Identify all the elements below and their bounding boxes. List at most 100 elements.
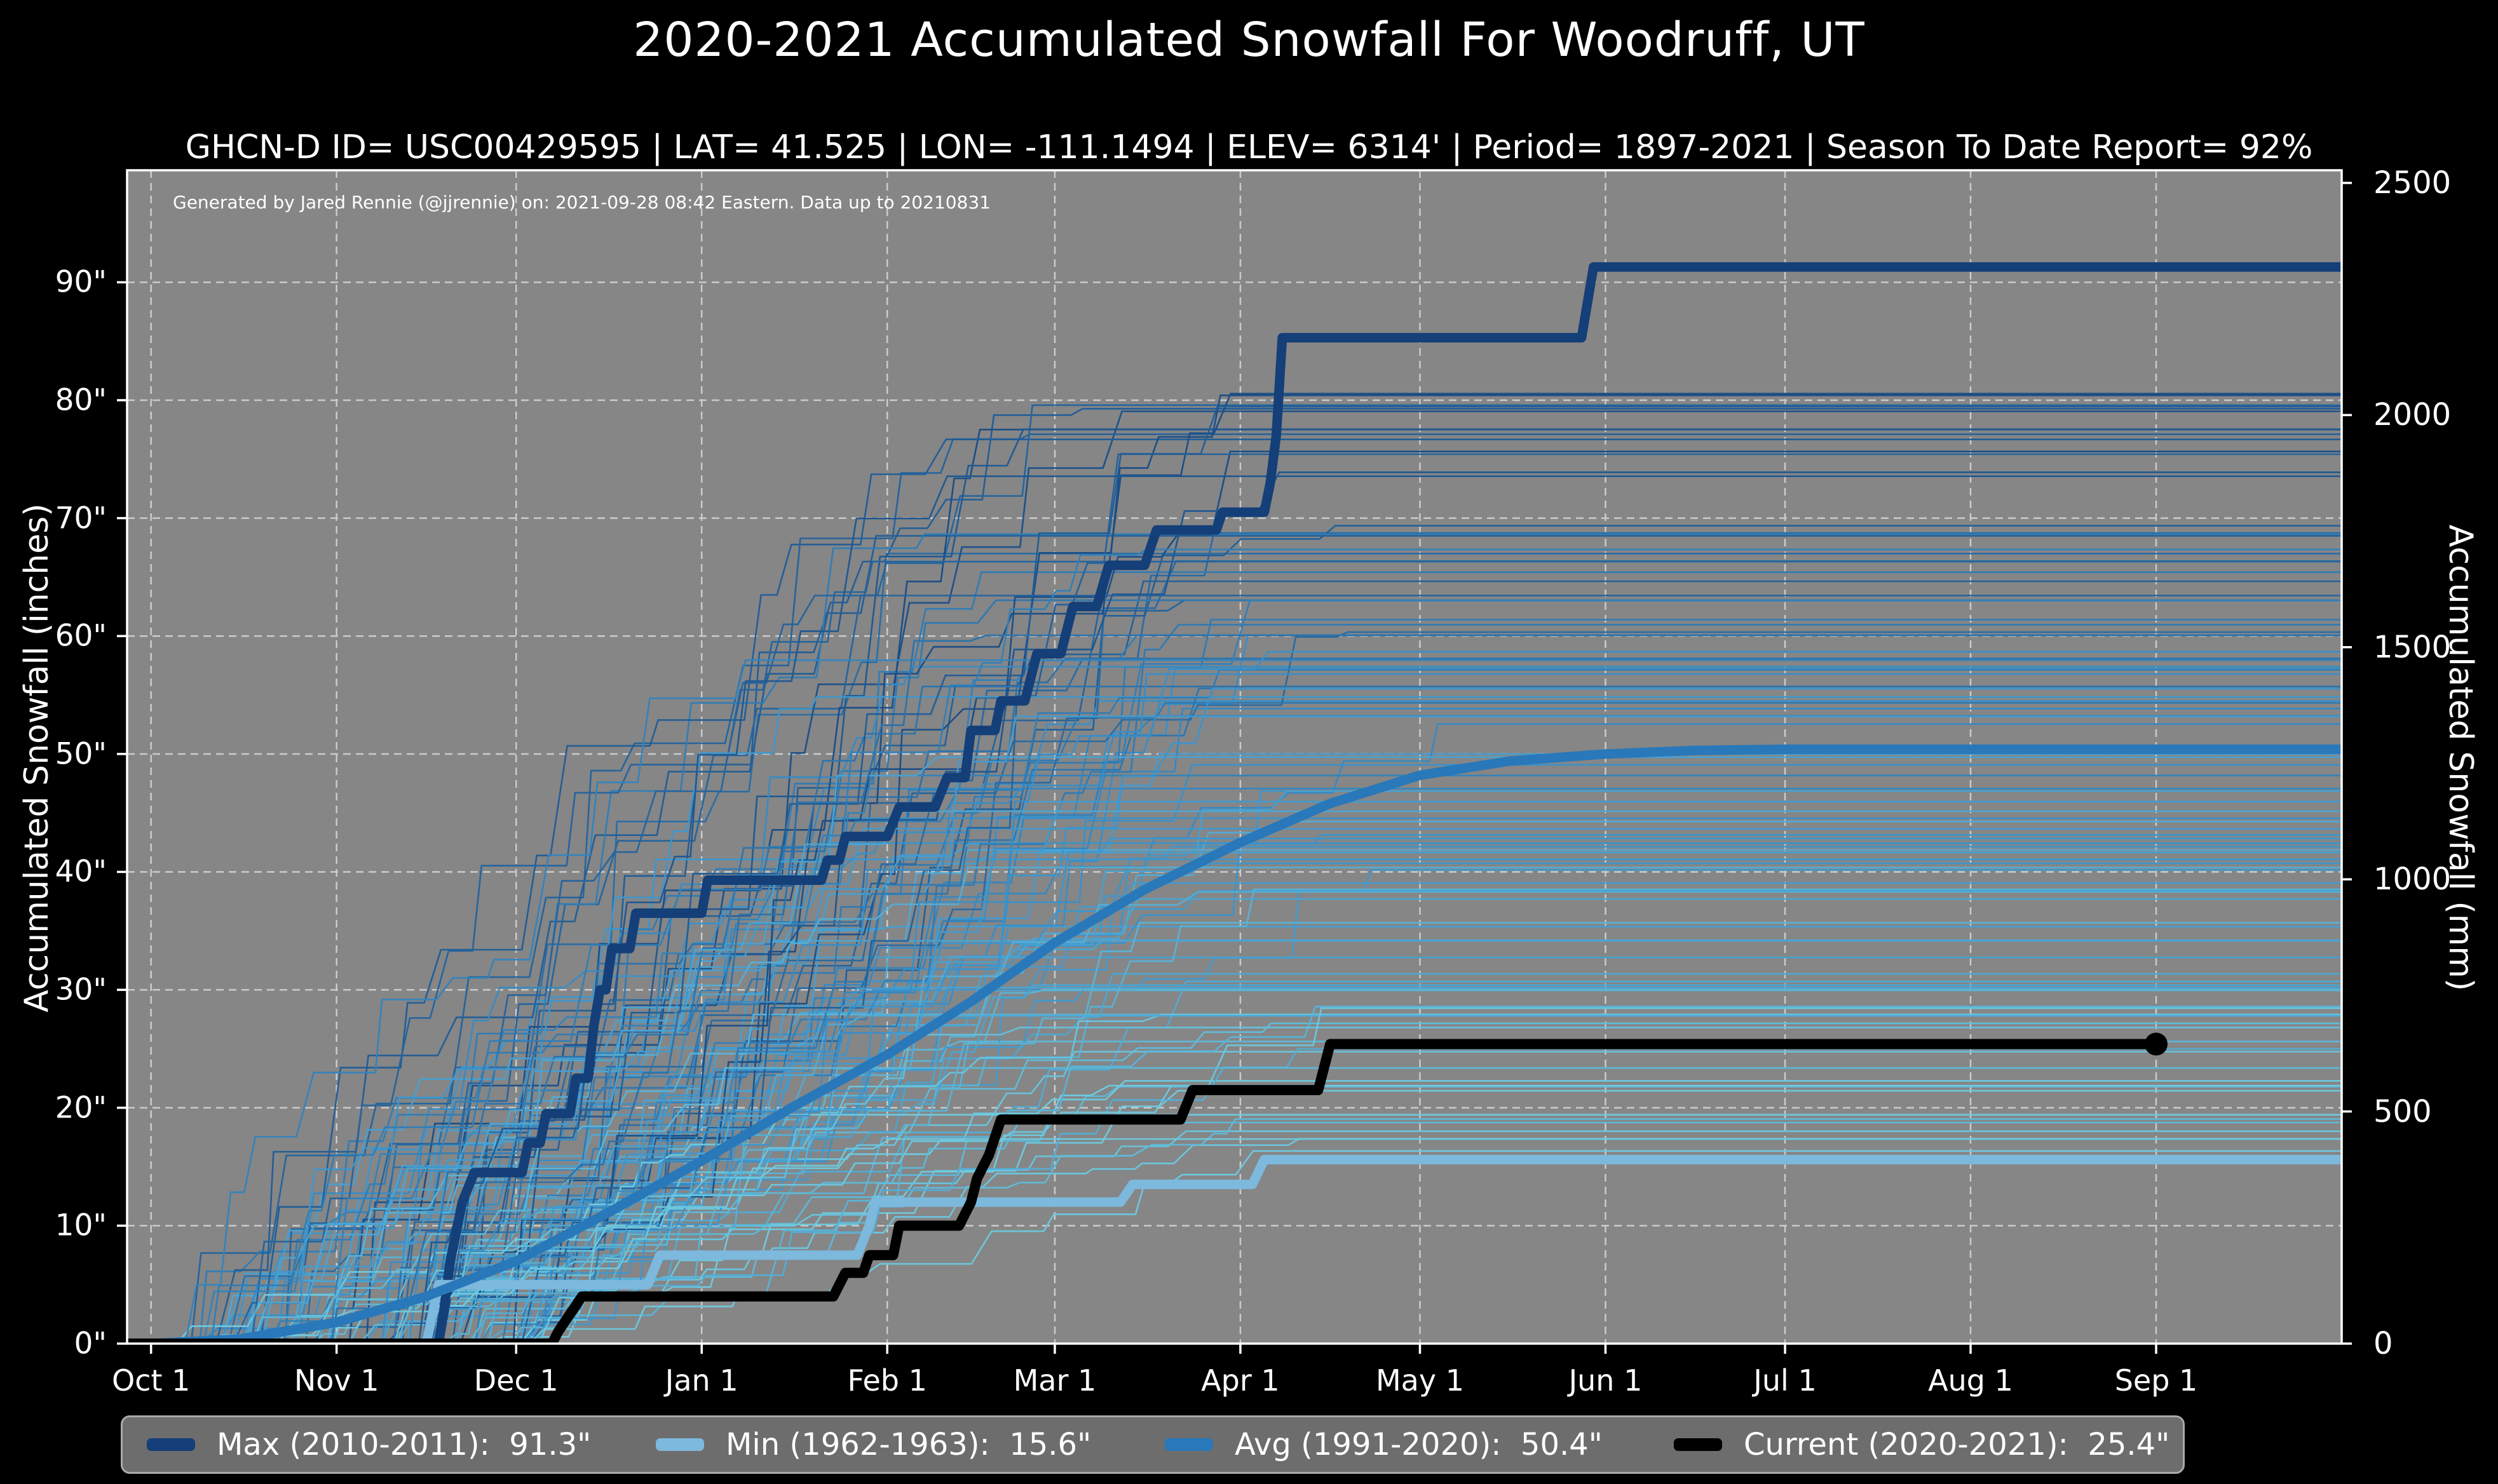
season-line	[127, 1150, 2342, 1344]
season-line	[127, 867, 2342, 1344]
y-tick-label-inches: 80"	[55, 382, 107, 418]
y-tick-label-mm: 500	[2373, 1093, 2432, 1130]
y-tick-label-inches: 0"	[74, 1326, 107, 1361]
season-line	[127, 450, 2342, 1344]
season-line	[127, 673, 2342, 1344]
season-line	[127, 696, 2342, 1344]
plot-spines	[126, 169, 2343, 1345]
y-tick-label-mm: 1500	[2373, 629, 2452, 665]
annotation-credit: Generated by Jared Rennie (@jjrennie) on…	[173, 192, 991, 213]
y-tick-label-inches: 20"	[55, 1090, 107, 1126]
season-line	[127, 659, 2342, 1344]
y-axis-label-mm: Accumulated Snowfall (mm)	[2441, 524, 2480, 992]
season-line	[127, 560, 2342, 1344]
legend-item-current: Current (2020-2021): 25.4"	[1674, 1427, 2183, 1462]
season-line	[127, 1089, 2342, 1344]
x-tick-label: Mar 1	[1013, 1363, 1097, 1398]
season-line	[127, 410, 2342, 1344]
season-line	[127, 433, 2342, 1344]
season-line	[127, 453, 2342, 1344]
x-tick-label: Jan 1	[665, 1363, 738, 1398]
season-line	[127, 756, 2342, 1344]
season-line	[127, 535, 2342, 1344]
season-line	[127, 956, 2342, 1344]
season-line	[127, 651, 2342, 1344]
season-line	[127, 723, 2342, 1344]
season-line	[127, 989, 2342, 1344]
x-tick-label: May 1	[1375, 1363, 1464, 1398]
series-line-current	[127, 1039, 2156, 1344]
subtitle: GHCN-D ID= USC00429595 | LAT= 41.525 | L…	[185, 128, 2313, 166]
season-line	[127, 599, 2342, 1344]
x-tick-label: Oct 1	[111, 1363, 191, 1398]
season-line	[127, 669, 2342, 1344]
season-line	[127, 1114, 2342, 1344]
season-line	[127, 1080, 2342, 1344]
season-line	[127, 1007, 2342, 1344]
page-title: 2020-2021 Accumulated Snowfall For Woodr…	[633, 13, 1865, 67]
legend-swatch-max	[147, 1438, 195, 1451]
season-line	[127, 533, 2342, 1344]
y-tick-label-mm: 2000	[2373, 397, 2452, 433]
x-tick-label: Dec 1	[473, 1363, 559, 1398]
legend-label-min: Min (1962-1963): 15.6"	[726, 1427, 1092, 1462]
y-tick-label-inches: 40"	[55, 854, 107, 889]
season-line	[127, 405, 2342, 1344]
x-tick-label: Aug 1	[1928, 1363, 2013, 1398]
x-tick-label: Jun 1	[1568, 1363, 1643, 1398]
x-tick-label: Feb 1	[847, 1363, 927, 1398]
season-line	[127, 634, 2342, 1344]
x-tick-label: Sep 1	[2114, 1363, 2198, 1398]
legend-label-avg: Avg (1991-2020): 50.4"	[1235, 1427, 1603, 1462]
main-series	[127, 262, 2342, 1344]
series-line-max	[127, 262, 2342, 1344]
season-line	[127, 548, 2342, 1344]
legend-label-max: Max (2010-2011): 91.3"	[217, 1427, 592, 1462]
season-line	[127, 922, 2342, 1344]
season-line	[127, 1121, 2342, 1344]
x-tick-label: Apr 1	[1201, 1363, 1280, 1398]
legend-swatch-current	[1674, 1438, 1722, 1451]
season-line	[127, 1138, 2342, 1344]
season-line	[127, 404, 2342, 1344]
x-tick-label: Nov 1	[294, 1363, 379, 1398]
y-tick-label-inches: 50"	[55, 736, 107, 772]
season-line	[127, 715, 2342, 1344]
x-tick-label: Jul 1	[1753, 1363, 1817, 1398]
legend: Max (2010-2011): 91.3" Min (1962-1963): …	[121, 1415, 2185, 1474]
legend-item-avg: Avg (1991-2020): 50.4"	[1165, 1427, 1674, 1462]
y-axis-label-inches: Accumulated Snowfall (inches)	[18, 503, 56, 1013]
season-line	[127, 700, 2342, 1344]
y-tick-label-mm: 1000	[2373, 861, 2452, 898]
y-tick-label-inches: 70"	[55, 501, 107, 536]
season-line	[127, 438, 2342, 1344]
season-line	[127, 687, 2342, 1344]
season-line	[127, 1084, 2342, 1344]
season-line	[127, 1013, 2342, 1344]
y-tick-label-inches: 10"	[55, 1208, 107, 1243]
series-line-min	[127, 1154, 2342, 1344]
season-line	[127, 984, 2342, 1344]
season-line	[127, 1067, 2342, 1344]
y-tick-label-inches: 30"	[55, 972, 107, 1008]
season-line	[127, 595, 2342, 1344]
season-line	[127, 810, 2342, 1344]
series-end-marker-current	[2145, 1032, 2168, 1056]
legend-item-min: Min (1962-1963): 15.6"	[656, 1427, 1165, 1462]
legend-label-current: Current (2020-2021): 25.4"	[1744, 1427, 2170, 1462]
legend-item-max: Max (2010-2011): 91.3"	[147, 1427, 656, 1462]
y-tick-label-inches: 90"	[55, 264, 107, 300]
y-tick-label-mm: 2500	[2373, 165, 2452, 201]
season-line	[127, 532, 2342, 1344]
y-tick-label-inches: 60"	[55, 618, 107, 654]
legend-swatch-avg	[1165, 1438, 1213, 1451]
tick-marks	[117, 182, 2352, 1354]
legend-swatch-min	[656, 1438, 704, 1451]
season-line	[127, 685, 2342, 1344]
season-line	[127, 1027, 2342, 1344]
y-tick-label-mm: 0	[2373, 1326, 2393, 1361]
season-line	[127, 882, 2342, 1344]
series-line-avg	[127, 744, 2342, 1344]
